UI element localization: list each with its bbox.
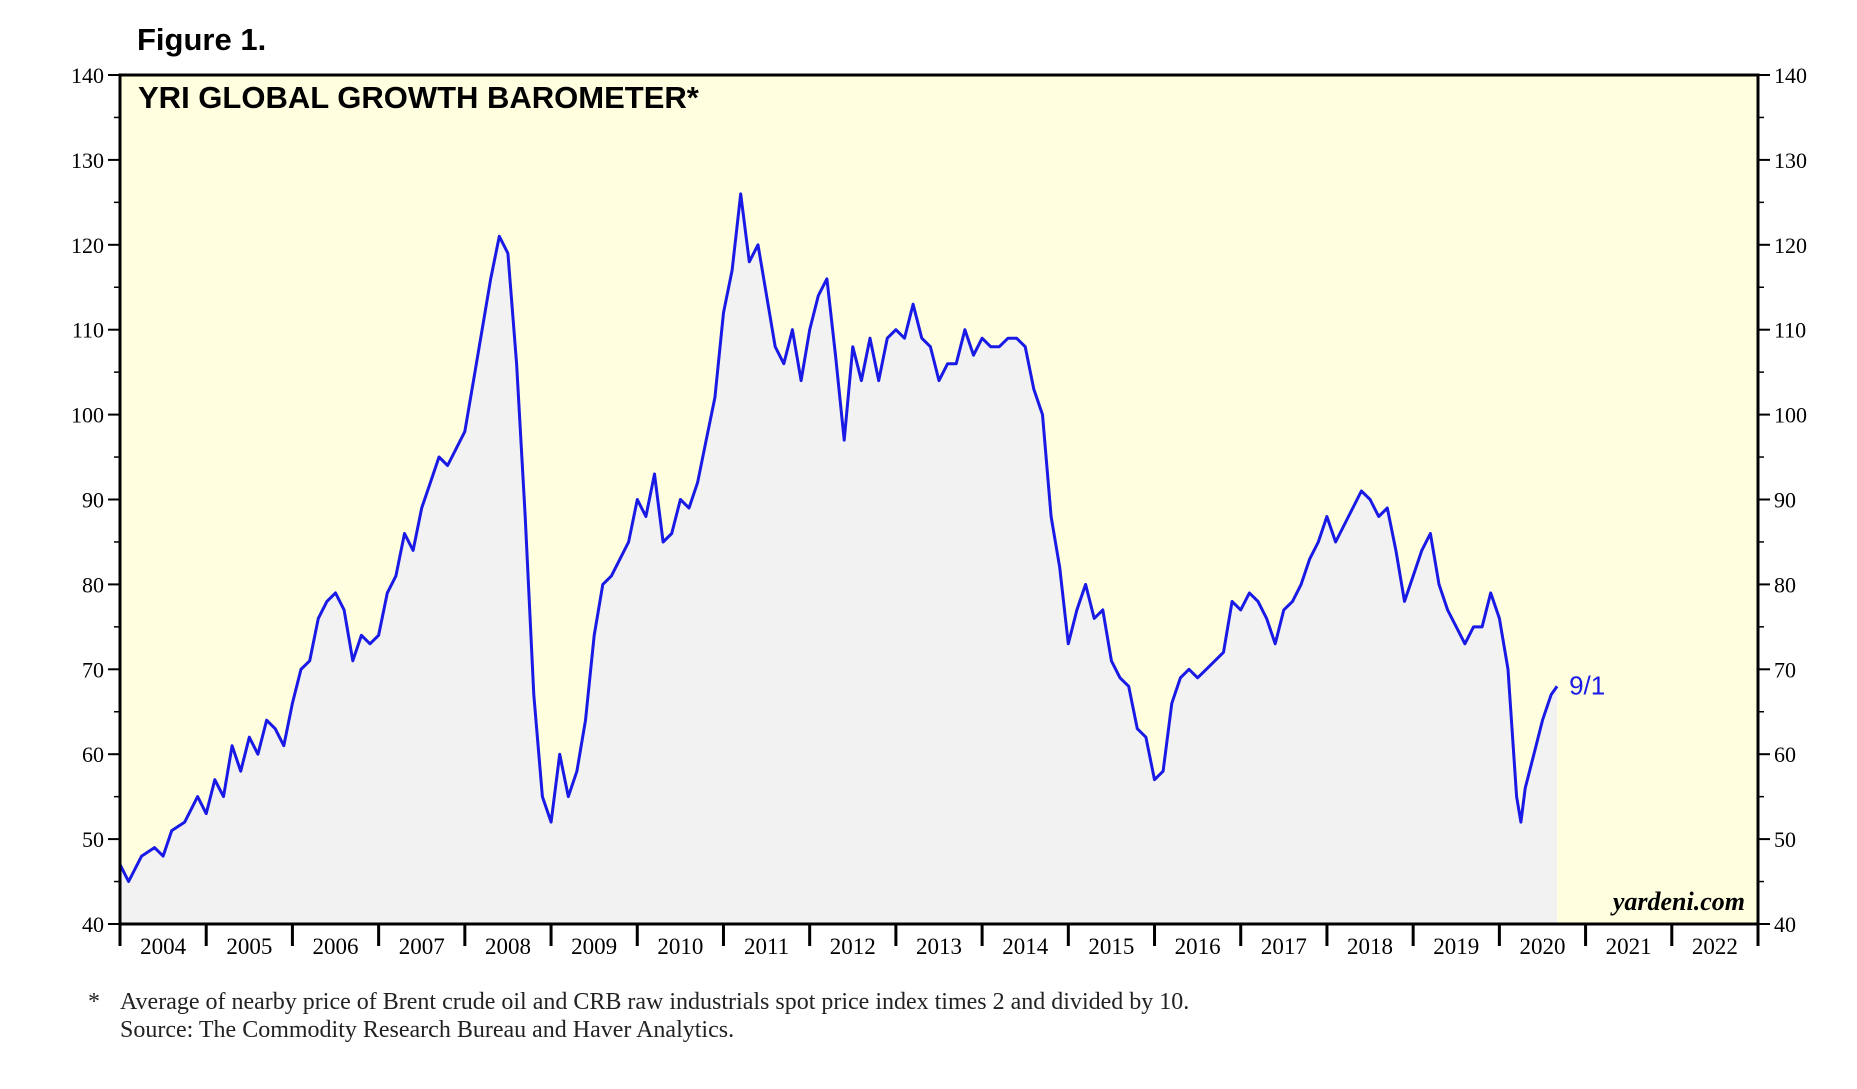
y-tick-label-right: 90 <box>1774 488 1796 513</box>
x-tick-label: 2006 <box>313 934 359 959</box>
y-tick-label-left: 130 <box>71 148 104 173</box>
y-tick-label-left: 110 <box>72 318 104 343</box>
x-tick-label: 2011 <box>744 934 789 959</box>
x-tick-label: 2015 <box>1088 934 1134 959</box>
footnote: * Average of nearby price of Brent crude … <box>88 988 1189 1044</box>
series-line <box>118 192 1559 883</box>
series-area <box>120 193 1558 924</box>
y-tick-label-left: 90 <box>82 488 104 513</box>
y-tick-label-right: 40 <box>1774 912 1796 937</box>
y-tick-label-right: 130 <box>1774 148 1807 173</box>
footnote-marker: * <box>88 989 100 1015</box>
y-tick-label-right: 70 <box>1774 657 1796 682</box>
y-tick-label-left: 50 <box>82 827 104 852</box>
x-tick-label: 2009 <box>571 934 617 959</box>
x-tick-label: 2010 <box>657 934 703 959</box>
y-tick-label-left: 100 <box>71 403 104 428</box>
x-tick-label: 2014 <box>1002 934 1049 959</box>
x-tick-label: 2017 <box>1261 934 1307 959</box>
y-tick-label-left: 80 <box>82 572 104 597</box>
y-axis-left: 40 50 60 70 80 90 100 110 120 130 140 <box>71 63 120 937</box>
y-tick-label-right: 100 <box>1774 403 1807 428</box>
footnote-line-2: Source: The Commodity Research Bureau an… <box>120 1017 735 1043</box>
x-tick-label: 2019 <box>1433 934 1479 959</box>
figure-label: Figure 1. <box>137 22 267 57</box>
y-axis-right: 40 50 60 70 80 90 100 110 120 130 140 <box>1758 63 1807 937</box>
x-tick-label: 2013 <box>916 934 962 959</box>
y-tick-label-right: 50 <box>1774 827 1796 852</box>
x-tick-label: 2020 <box>1519 934 1565 959</box>
last-value-label: 9/1 <box>1569 670 1605 700</box>
x-tick-label: 2021 <box>1606 934 1652 959</box>
x-tick-label: 2022 <box>1692 934 1738 959</box>
y-tick-label-left: 70 <box>82 657 104 682</box>
y-tick-label-right: 110 <box>1774 318 1806 343</box>
chart-title: YRI GLOBAL GROWTH BAROMETER* <box>138 80 700 115</box>
y-tick-label-right: 60 <box>1774 742 1796 767</box>
x-tick-label: 2008 <box>485 934 531 959</box>
y-tick-label-left: 40 <box>82 912 104 937</box>
x-tick-label: 2012 <box>830 934 876 959</box>
x-axis: 2004 2005 2006 2007 2008 2009 2010 2011 2012 2013… <box>118 924 1760 959</box>
y-tick-label-right: 140 <box>1774 63 1807 88</box>
watermark: yardeni.com <box>1610 887 1745 916</box>
y-tick-label-left: 60 <box>82 742 104 767</box>
x-tick-label: 2005 <box>226 934 272 959</box>
y-tick-label-left: 140 <box>71 63 104 88</box>
x-tick-label: 2018 <box>1347 934 1393 959</box>
x-tick-label: 2007 <box>399 934 445 959</box>
x-tick-label: 2004 <box>140 934 187 959</box>
x-tick-label: 2016 <box>1175 934 1221 959</box>
y-tick-label-right: 120 <box>1774 233 1807 258</box>
y-tick-label-left: 120 <box>71 233 104 258</box>
footnote-line-1: Average of nearby price of Brent crude o… <box>120 989 1190 1015</box>
y-tick-label-right: 80 <box>1774 572 1796 597</box>
